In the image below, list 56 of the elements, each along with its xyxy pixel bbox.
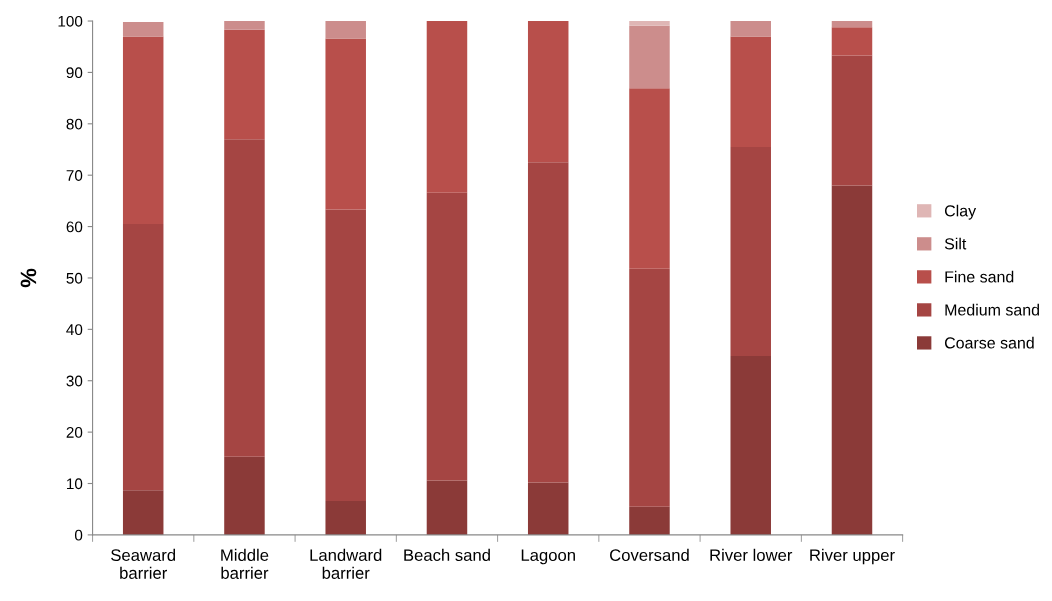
bar: [629, 506, 670, 535]
x-tick-label: River lower: [710, 548, 793, 562]
y-tick-label: 30: [66, 375, 83, 387]
x-tick-label: Seaward barrier: [111, 548, 176, 579]
y-tick-label: 70: [66, 170, 83, 181]
legend-label: Silt: [944, 237, 967, 250]
y-tick-label: 50: [66, 272, 83, 284]
bar: [730, 356, 771, 535]
bar: [831, 185, 873, 535]
x-tick-label: Middle barrier: [221, 548, 269, 579]
bar: [629, 88, 670, 269]
bar: [325, 500, 366, 535]
bar: [325, 38, 366, 210]
y-axis-title: %: [20, 268, 37, 288]
x-tick-label: Beach sand: [404, 548, 490, 562]
y-tick-label: 60: [66, 221, 83, 233]
x-tick-label: River upper: [810, 548, 895, 565]
bar: [527, 21, 569, 163]
bar: [122, 22, 164, 37]
bar: [426, 21, 468, 193]
legend-label: Medium sand: [945, 303, 1039, 316]
bar: [629, 25, 670, 89]
bar: [224, 29, 265, 140]
bar: [831, 27, 873, 56]
y-tick-label: 80: [66, 118, 83, 130]
bar: [426, 192, 468, 481]
y-tick-label: 100: [58, 15, 83, 27]
bar: [325, 21, 366, 39]
y-tick-label: 40: [66, 324, 83, 336]
bar: [629, 21, 670, 26]
bar: [527, 482, 569, 535]
legend-label: Coarse sand: [944, 336, 1034, 349]
bar: [730, 36, 771, 147]
bar: [122, 36, 164, 225]
bar: [122, 224, 164, 491]
bar: [122, 490, 164, 535]
bar: [224, 139, 265, 457]
y-tick-label: 0: [74, 529, 83, 541]
bar: [325, 209, 366, 501]
bar: [224, 21, 265, 30]
x-tick-label: Landward barrier: [310, 548, 382, 579]
y-tick-label: 20: [66, 426, 83, 438]
bar: [730, 146, 771, 357]
bar: [831, 21, 873, 28]
x-tick-label: Coversand: [610, 548, 689, 562]
bar: [831, 55, 873, 186]
y-tick-label: 90: [66, 67, 83, 79]
bar: [224, 456, 265, 535]
bar: [527, 162, 569, 483]
bar: [426, 480, 468, 535]
y-tick-label: 10: [67, 478, 83, 490]
bar: [730, 21, 771, 37]
legend-label: Clay: [944, 204, 977, 220]
bar: [629, 268, 670, 507]
x-tick-label: Lagoon: [521, 549, 575, 565]
legend-label: Fine sand: [945, 270, 1014, 283]
